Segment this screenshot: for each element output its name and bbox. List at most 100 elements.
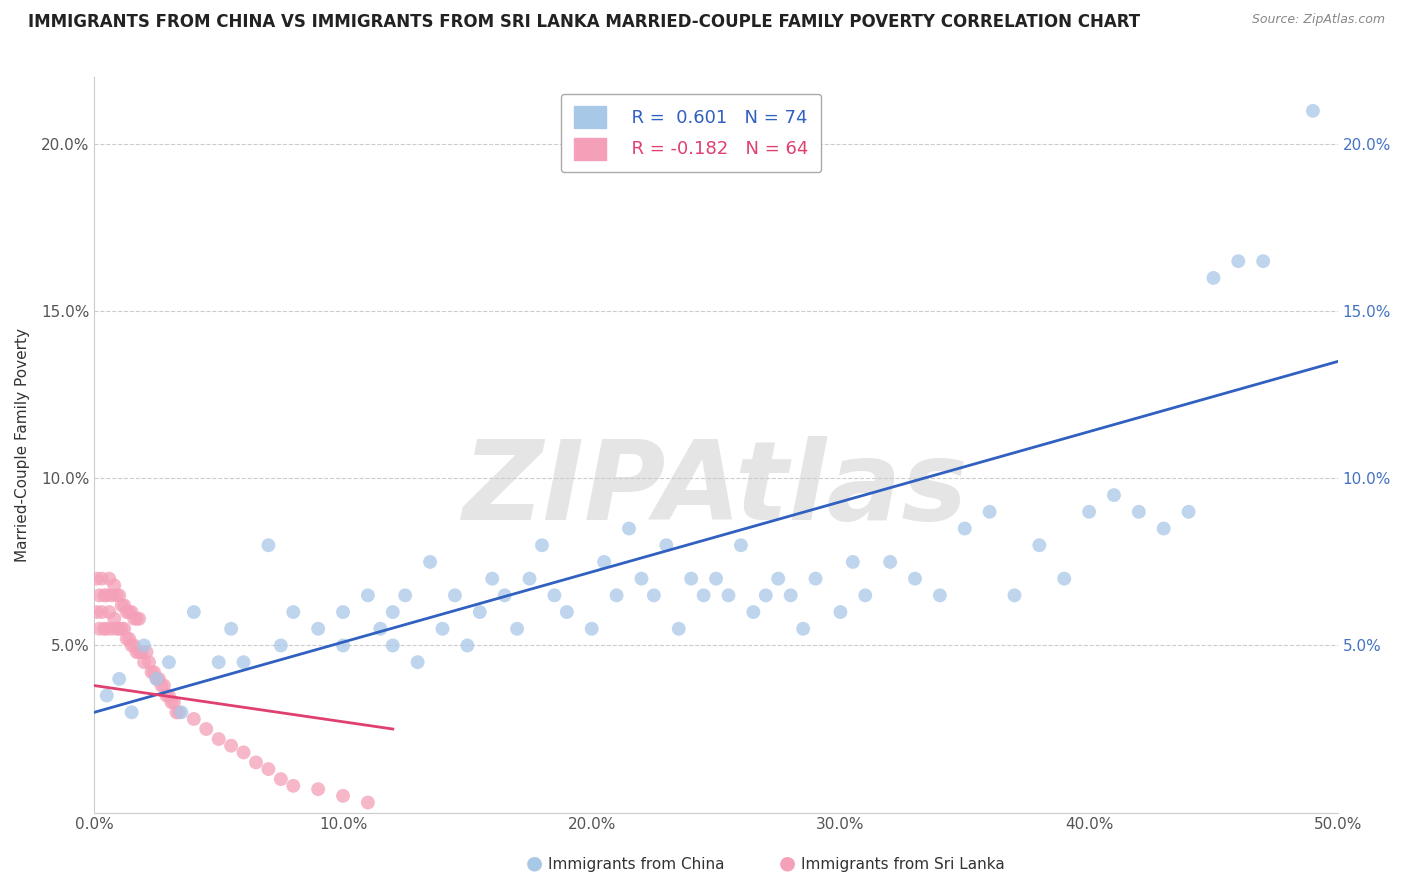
Point [779,588,801,602]
Point [406,655,429,669]
Point [163,695,186,709]
Point [1028,538,1050,552]
Point [419,555,441,569]
Point [1202,271,1225,285]
Point [1128,505,1150,519]
Point [245,756,267,770]
Point [332,789,354,803]
Point [581,622,603,636]
Point [1102,488,1125,502]
Point [1227,254,1250,268]
Point [157,689,180,703]
Point [768,572,790,586]
Point [167,706,190,720]
Point [153,679,176,693]
Point [111,622,134,636]
Point [283,779,305,793]
Point [804,572,827,586]
Point [115,605,138,619]
Point [1251,254,1274,268]
Point [157,655,180,669]
Point [145,672,167,686]
Point [121,605,143,619]
Point [232,655,254,669]
Point [1302,103,1324,118]
Point [606,588,628,602]
Point [381,639,404,653]
Text: Immigrants from Sri Lanka: Immigrants from Sri Lanka [801,857,1005,872]
Point [456,639,478,653]
Text: Source: ZipAtlas.com: Source: ZipAtlas.com [1251,13,1385,27]
Point [979,505,1001,519]
Point [519,572,541,586]
Point [105,622,128,636]
Point [219,739,242,753]
Point [90,572,112,586]
Point [103,578,125,592]
Point [183,605,205,619]
Point [1053,572,1076,586]
Point [555,605,578,619]
Point [307,782,329,797]
Point [208,655,231,669]
Point [332,639,354,653]
Point [704,572,727,586]
Point [105,588,128,602]
Point [506,622,529,636]
Point [93,588,115,602]
Point [928,588,950,602]
Point [1177,505,1199,519]
Point [145,672,167,686]
Point [257,538,280,552]
Point [730,538,752,552]
Point [643,588,665,602]
Point [112,599,135,613]
Point [108,622,131,636]
Point [89,588,111,602]
Point [692,588,714,602]
Point [208,732,231,747]
Point [494,588,516,602]
Point [1153,522,1175,536]
Text: Immigrants from China: Immigrants from China [548,857,725,872]
Point [98,572,121,586]
Point [155,689,177,703]
Point [111,599,134,613]
Point [122,612,145,626]
Point [617,522,640,536]
Point [132,639,155,653]
Point [904,572,927,586]
Point [96,588,118,602]
Point [98,605,121,619]
Point [128,645,150,659]
Point [90,605,112,619]
Point [444,588,467,602]
Point [141,665,163,680]
Point [270,772,292,786]
Point [143,665,166,680]
Point [270,639,292,653]
Point [394,588,416,602]
Point [283,605,305,619]
Point [755,588,778,602]
Point [148,672,170,686]
Point [89,622,111,636]
Point [655,538,678,552]
Point [96,622,118,636]
Point [115,632,138,646]
Point [332,605,354,619]
Point [121,706,143,720]
Point [717,588,740,602]
Point [792,622,814,636]
Point [953,522,976,536]
Point [742,605,765,619]
Point [108,672,131,686]
Point [138,655,160,669]
Point [170,706,193,720]
Point [307,622,329,636]
Point [103,612,125,626]
Point [853,588,876,602]
Point [150,679,173,693]
Point [357,796,380,810]
Point [108,588,131,602]
